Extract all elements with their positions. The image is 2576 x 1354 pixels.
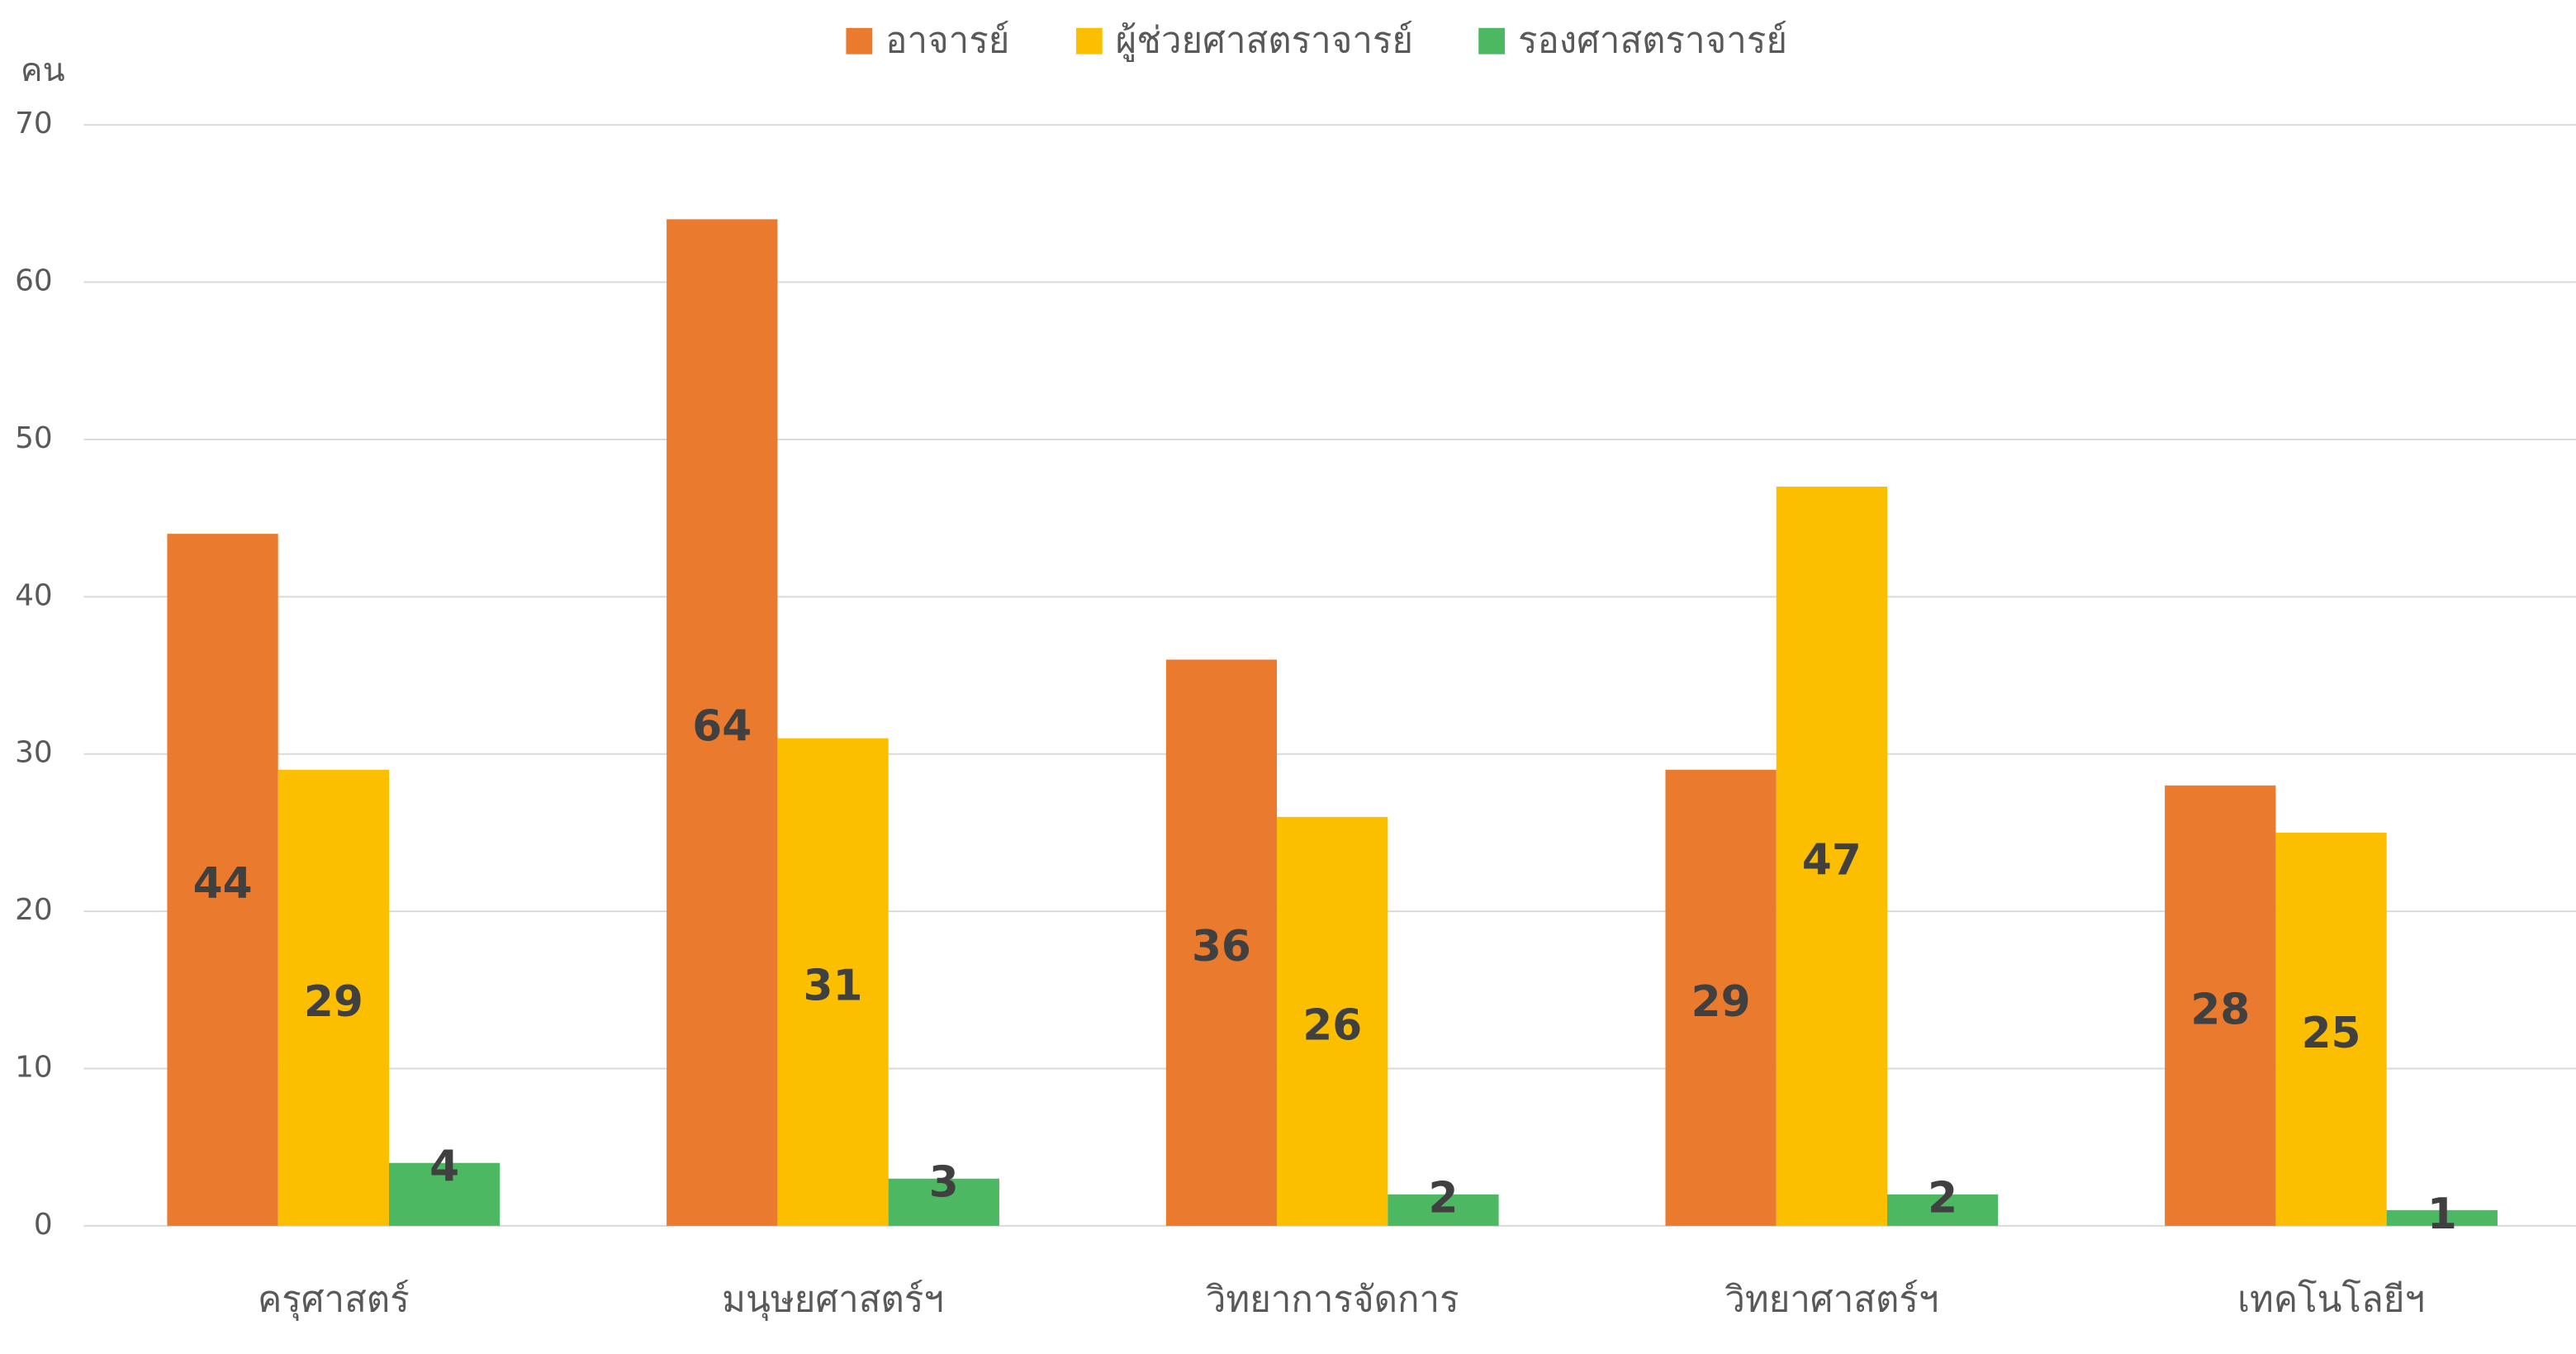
- value-label: 25: [2302, 1009, 2361, 1058]
- x-tick-label: ครุศาสตร์: [258, 1278, 410, 1321]
- value-label: 29: [304, 977, 363, 1027]
- legend-label: อาจารย์: [885, 20, 1009, 62]
- value-label: 1: [2427, 1190, 2457, 1239]
- value-label: 44: [193, 859, 253, 909]
- value-label: 64: [692, 702, 752, 752]
- value-label: 4: [429, 1143, 459, 1192]
- value-label: 47: [1802, 835, 1862, 885]
- y-axis-label: คน: [21, 51, 65, 89]
- legend-swatch: [1478, 28, 1505, 55]
- chart: คน 0 10 20 30 40 50 60 70 อาจารย์ ผู้ช่วยศาสตราจา…: [0, 0, 2576, 1354]
- legend-label: ผู้ช่วยศาสตราจารย์: [1116, 20, 1413, 63]
- value-label: 29: [1691, 977, 1751, 1027]
- value-label: 31: [804, 962, 863, 1011]
- x-tick-label: วิทยาศาสตร์ฯ: [1724, 1278, 1939, 1320]
- value-label: 2: [1928, 1174, 1957, 1223]
- y-tick-label: 60: [15, 264, 53, 298]
- y-tick-label: 10: [15, 1050, 53, 1084]
- value-label: 36: [1192, 922, 1251, 972]
- value-label: 28: [2190, 985, 2250, 1034]
- y-tick-label: 20: [15, 893, 53, 927]
- y-tick-label: 0: [34, 1208, 53, 1242]
- value-label: 2: [1428, 1174, 1458, 1223]
- value-label: 3: [929, 1158, 959, 1208]
- y-tick-label: 30: [15, 736, 53, 770]
- legend-swatch: [1076, 28, 1103, 55]
- page: {"chart_data": {"type": "bar", "y_label"…: [0, 0, 2576, 1354]
- x-tick-label: วิทยาการจัดการ: [1205, 1278, 1459, 1320]
- y-tick-label: 40: [15, 578, 53, 612]
- value-label: 26: [1302, 1000, 1362, 1050]
- x-tick-label: มนุษยศาสตร์ฯ: [722, 1278, 944, 1321]
- y-tick-label: 50: [15, 421, 53, 455]
- legend-swatch: [846, 28, 872, 55]
- legend-label: รองศาสตราจารย์: [1518, 20, 1787, 62]
- x-tick-label: เทคโนโลยีฯ: [2237, 1278, 2425, 1320]
- y-tick-label: 70: [15, 107, 53, 140]
